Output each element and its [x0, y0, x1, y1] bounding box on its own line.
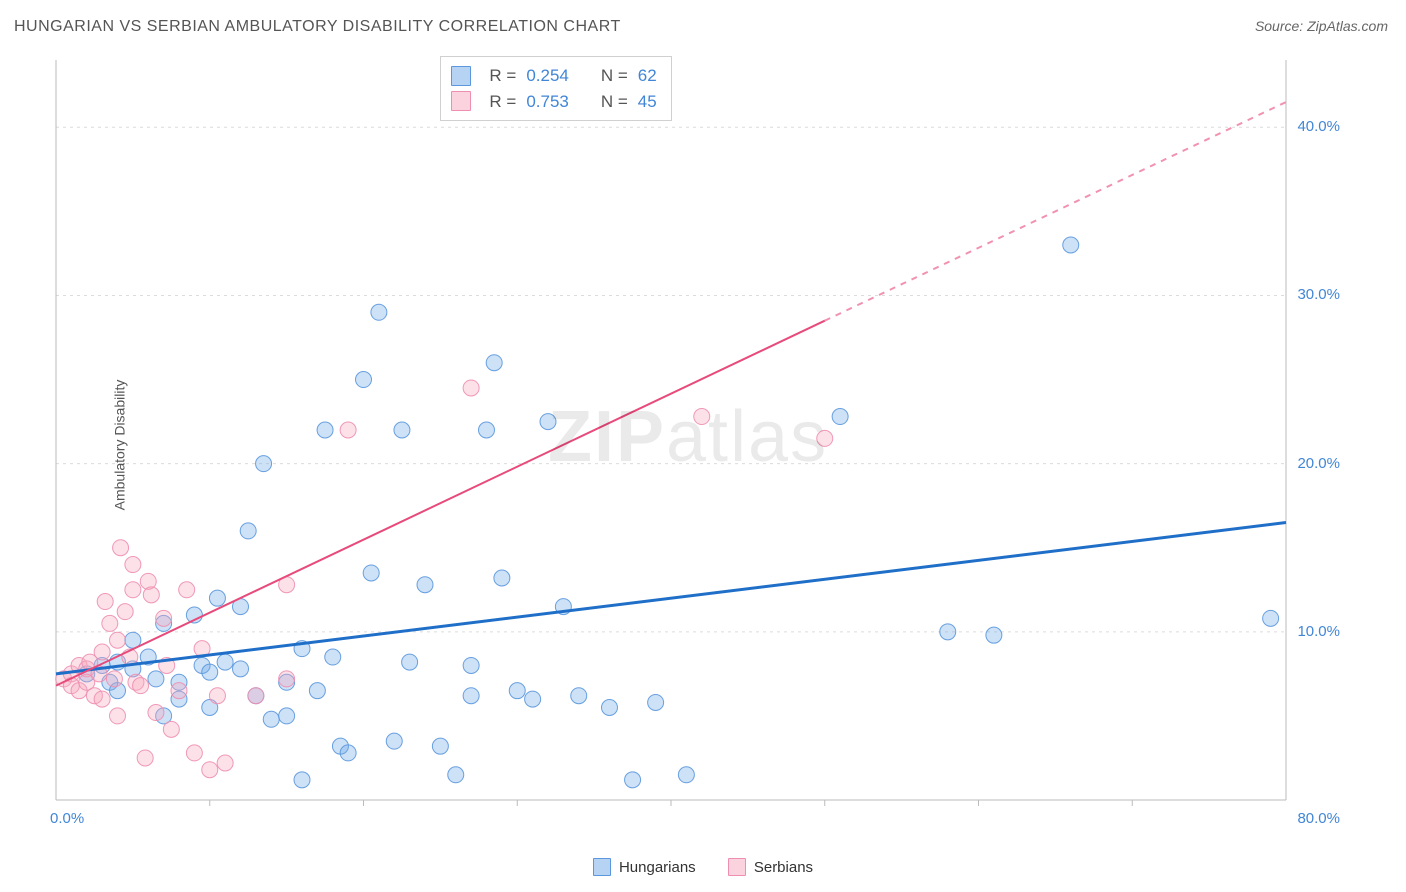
- y-tick-label: 10.0%: [1297, 623, 1340, 640]
- serbians-swatch-icon: [728, 858, 746, 876]
- legend-label: Hungarians: [619, 859, 696, 876]
- source-attribution: Source: ZipAtlas.com: [1255, 18, 1388, 34]
- scatter-plot-svg: [46, 50, 1346, 840]
- serbians-swatch-icon: [451, 91, 471, 111]
- legend-label: Serbians: [754, 859, 813, 876]
- chart-title: HUNGARIAN VS SERBIAN AMBULATORY DISABILI…: [14, 18, 621, 36]
- y-tick-label: 20.0%: [1297, 455, 1340, 472]
- stats-row-hungarians: R = 0.254 N = 62: [451, 63, 656, 89]
- correlation-stats-box: R = 0.254 N = 62 R = 0.753 N = 45: [440, 56, 671, 121]
- y-tick-label: 30.0%: [1297, 286, 1340, 303]
- hungarians-swatch-icon: [451, 66, 471, 86]
- legend-item-serbians: Serbians: [728, 858, 813, 876]
- y-tick-label: 40.0%: [1297, 118, 1340, 135]
- y-axis-label: Ambulatory Disability: [111, 380, 127, 511]
- hungarians-swatch-icon: [593, 858, 611, 876]
- legend: Hungarians Serbians: [0, 858, 1406, 880]
- legend-item-hungarians: Hungarians: [593, 858, 696, 876]
- x-axis-max-label: 80.0%: [1297, 810, 1340, 827]
- x-axis-min-label: 0.0%: [50, 810, 84, 827]
- stats-row-serbians: R = 0.753 N = 45: [451, 89, 656, 115]
- chart-area: Ambulatory Disability ZIPatlas R = 0.254…: [46, 50, 1346, 840]
